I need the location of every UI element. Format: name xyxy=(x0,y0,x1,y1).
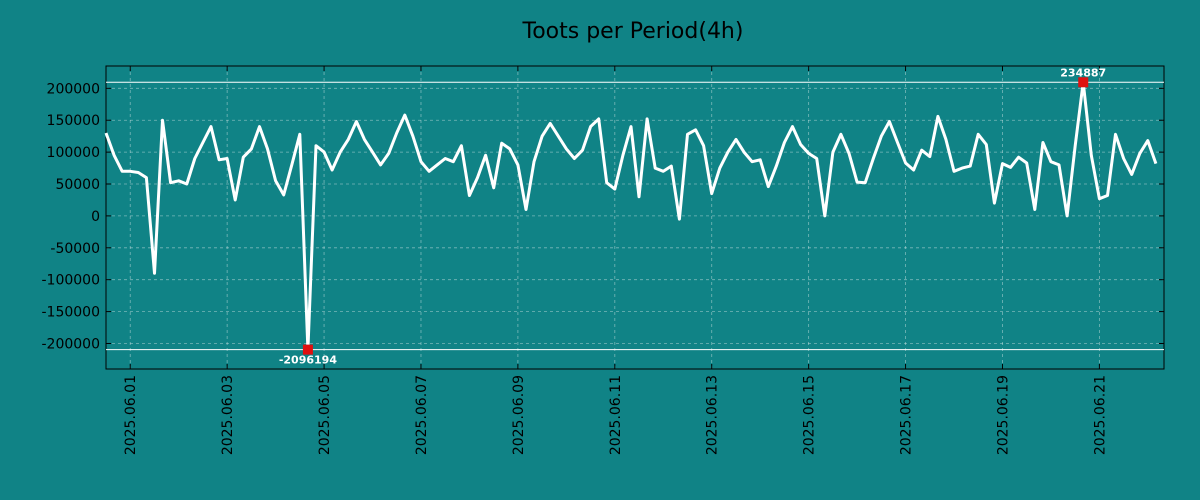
extreme-marker xyxy=(302,344,313,355)
y-tick-label: -200000 xyxy=(42,336,101,352)
x-axis: 2025.06.01 2025.06.03 2025.06.05 2025.06.07… xyxy=(123,66,1108,455)
extreme-label: -2096194 xyxy=(279,354,337,367)
x-tick-label: 2025.06.17 xyxy=(899,375,915,455)
x-tick-label: 2025.06.09 xyxy=(511,375,527,455)
series-line xyxy=(104,80,1158,352)
extreme-marker xyxy=(1078,77,1089,88)
y-tick-label: 200000 xyxy=(47,81,100,97)
chart-title: Toots per Period(4h) xyxy=(522,19,744,44)
x-tick-label: 2025.06.21 xyxy=(1092,375,1108,455)
y-axis: 200000 150000 100000 50000 0 -50000 -100000 -15… xyxy=(42,81,1164,352)
y-tick-label: 0 xyxy=(91,209,100,225)
x-tick-label: 2025.06.01 xyxy=(123,375,139,455)
y-tick-label: -150000 xyxy=(42,305,101,321)
y-tick-label: 100000 xyxy=(47,145,100,161)
x-tick-label: 2025.06.03 xyxy=(220,375,236,455)
y-tick-label: 50000 xyxy=(55,177,100,193)
y-tick-label: -50000 xyxy=(50,241,100,257)
plot-area xyxy=(105,65,1165,370)
annotations: -2096194 234887 xyxy=(279,66,1106,366)
x-tick-label: 2025.06.05 xyxy=(317,375,333,455)
y-tick-label: 150000 xyxy=(47,113,100,129)
x-tick-label: 2025.06.19 xyxy=(995,375,1011,455)
x-tick-label: 2025.06.15 xyxy=(802,375,818,455)
series xyxy=(104,80,1158,352)
extreme-label: 234887 xyxy=(1060,66,1106,79)
y-tick-label: -100000 xyxy=(42,273,101,289)
extreme-lines xyxy=(106,81,1164,351)
x-tick-label: 2025.06.07 xyxy=(414,375,430,455)
x-tick-label: 2025.06.11 xyxy=(608,375,624,455)
grid xyxy=(106,66,1164,369)
x-tick-label: 2025.06.13 xyxy=(705,375,721,455)
